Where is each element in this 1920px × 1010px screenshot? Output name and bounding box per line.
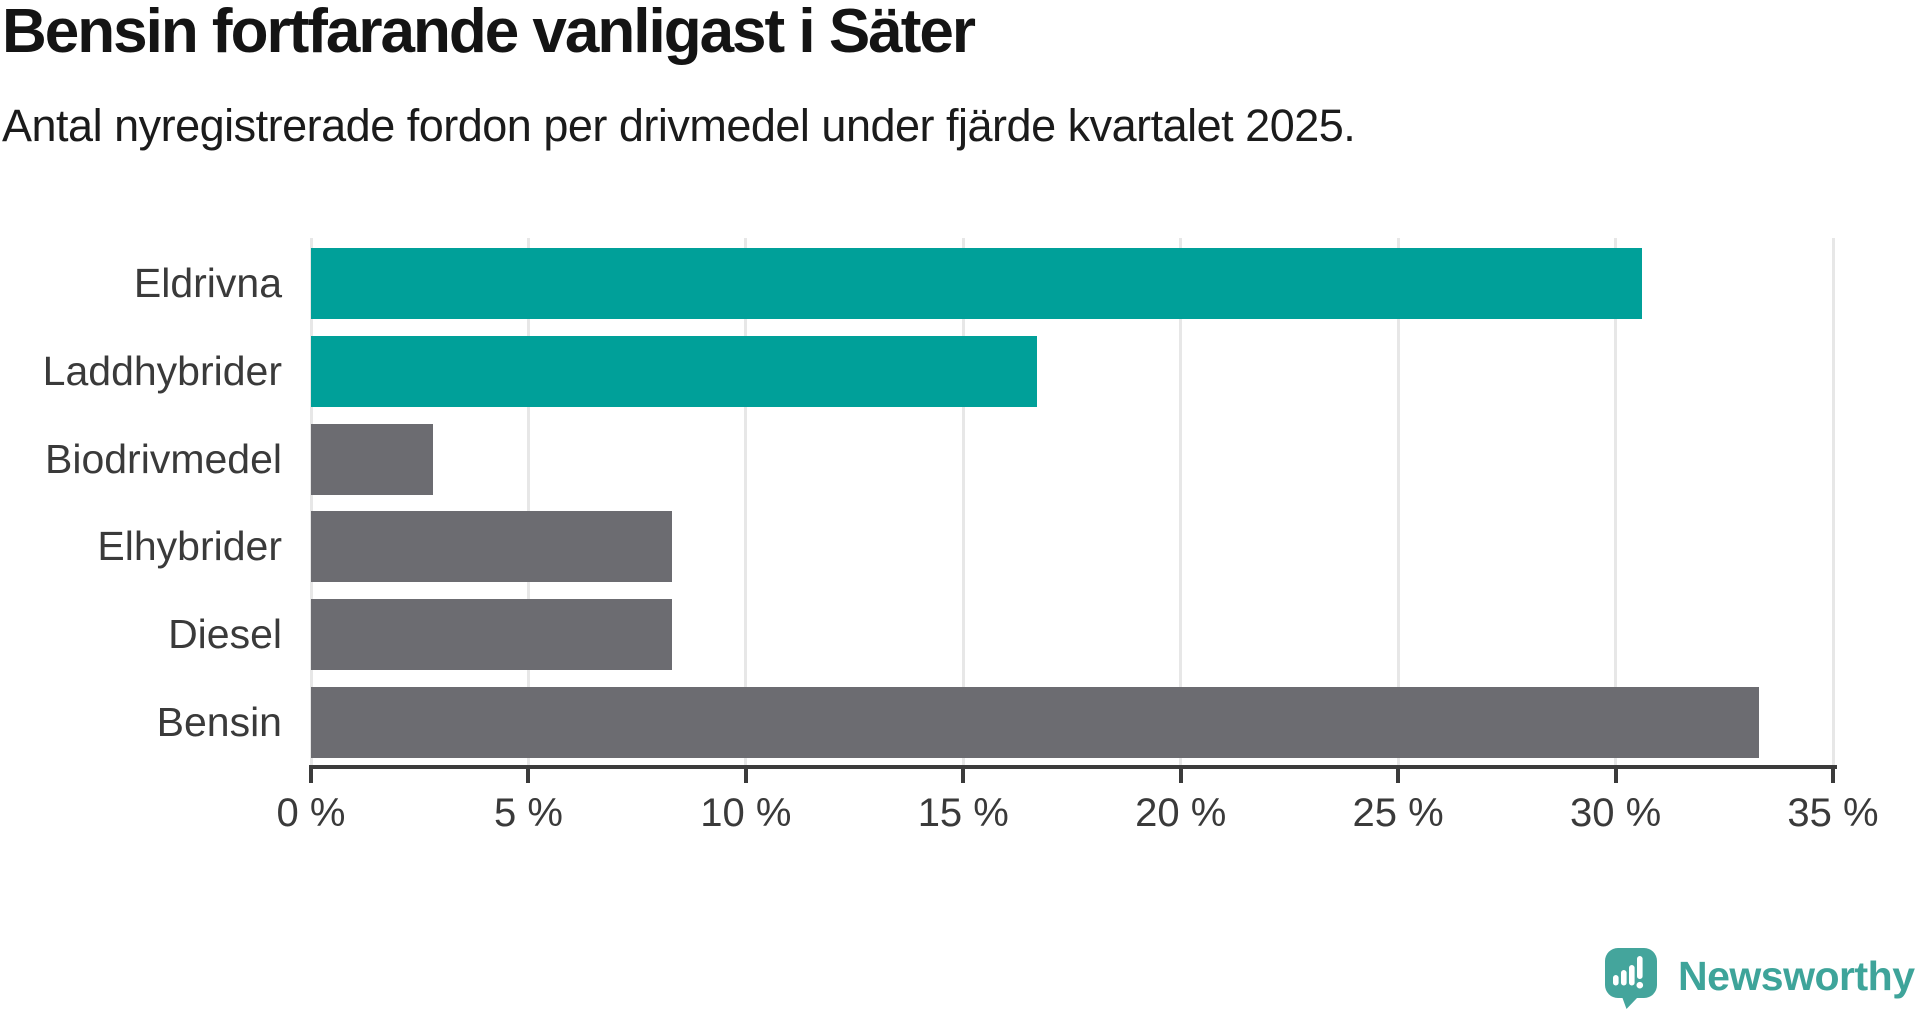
gridline-25 — [1396, 238, 1400, 765]
gridline-10 — [744, 238, 748, 765]
bar-bensin — [311, 687, 1760, 758]
bar-elhybrider — [311, 511, 672, 583]
bar-eldrivna — [311, 248, 1642, 319]
chart-bar-medium — [1621, 970, 1627, 986]
x-tick-label-15: 15 % — [917, 791, 1009, 835]
chart-subtitle: Antal nyregistrerade fordon per drivmede… — [2, 100, 1356, 151]
gridline-20 — [1179, 238, 1183, 765]
x-tick-label-35: 35 % — [1787, 791, 1879, 835]
bar-laddhybrider — [311, 335, 1038, 407]
gridline-5 — [526, 238, 530, 765]
gridline-35 — [1831, 238, 1835, 765]
category-label-elhybrider: Elhybrider — [97, 523, 282, 570]
category-label-biodrivmedel: Biodrivmedel — [45, 435, 282, 482]
newsworthy-logo: Newsworthy — [1605, 948, 1915, 1009]
bar-diesel — [311, 599, 672, 671]
x-tick-label-5: 5 % — [493, 791, 563, 835]
gridline-15 — [961, 238, 965, 765]
x-tick-label-10: 10 % — [700, 791, 792, 835]
newsworthy-speech-bubble-icon — [1605, 948, 1657, 1009]
category-label-diesel: Diesel — [168, 611, 282, 658]
chart-bar-tall — [1629, 965, 1635, 986]
category-label-eldrivna: Eldrivna — [133, 260, 282, 306]
x-tick-label-20: 20 % — [1135, 791, 1227, 835]
x-axis-tick-30 — [1613, 765, 1618, 783]
gridline-30 — [1614, 238, 1618, 765]
x-axis-tick-10 — [743, 765, 748, 783]
x-axis-tick-5 — [526, 765, 531, 783]
x-tick-label-0: 0 % — [276, 791, 346, 835]
x-axis-line — [311, 765, 1837, 769]
bar-biodrivmedel — [311, 423, 433, 495]
x-axis-tick-20 — [1178, 765, 1183, 783]
x-axis-tick-15 — [961, 765, 966, 783]
exclamation-stem — [1637, 956, 1643, 979]
x-axis-tick-25 — [1396, 765, 1401, 783]
x-axis-tick-35 — [1831, 765, 1835, 783]
category-label-bensin: Bensin — [156, 699, 282, 745]
chart-title: Bensin fortfarande vanligast i Säter — [2, 0, 976, 66]
chart-bar-small — [1613, 975, 1619, 986]
x-tick-label-25: 25 % — [1352, 791, 1444, 835]
exclamation-dot — [1636, 981, 1644, 989]
x-tick-label-30: 30 % — [1569, 791, 1662, 835]
category-label-laddhybrider: Laddhybrider — [42, 347, 282, 394]
x-axis-tick-0 — [309, 765, 313, 783]
newsworthy-wordmark: Newsworthy — [1678, 953, 1915, 999]
gridline-0 — [309, 238, 313, 765]
